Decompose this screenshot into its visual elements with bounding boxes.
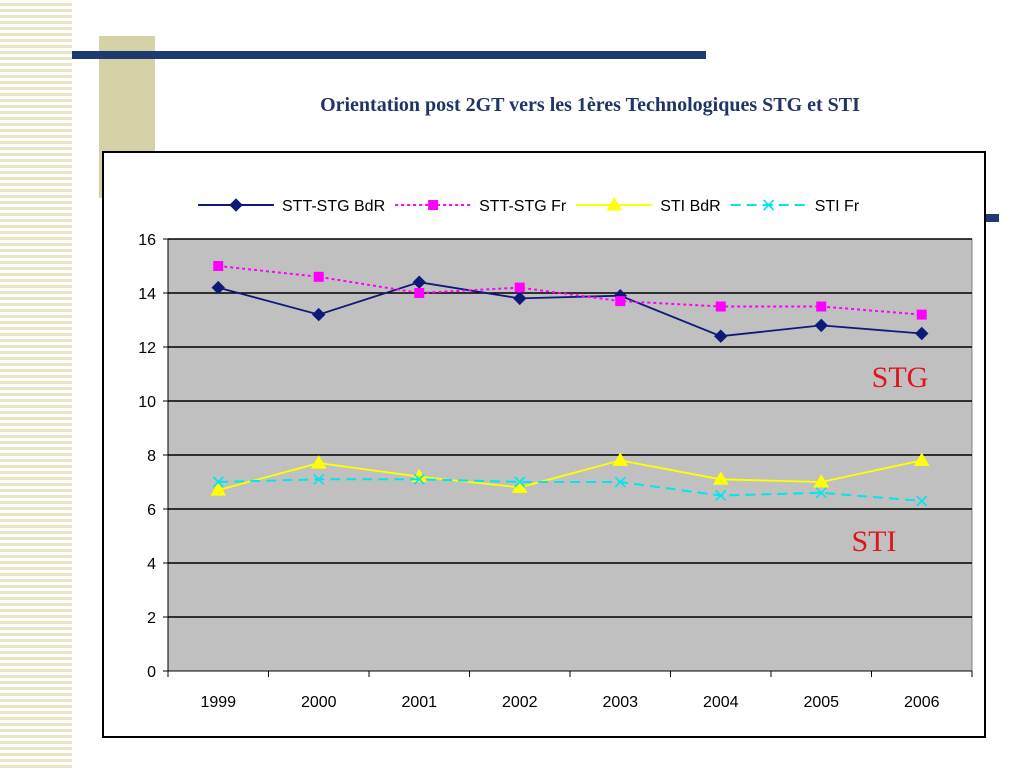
series-3-point-stroke xyxy=(715,489,727,502)
series-2-point xyxy=(612,452,629,466)
line-chart: 0 2 4 6 8 10 12 14 16 1999 2000 2001 2002 2003 2004 200… xyxy=(138,197,973,711)
legend-marker xyxy=(229,198,243,212)
series-3-point xyxy=(212,476,224,488)
x-tick-label: 2005 xyxy=(803,694,839,711)
series-1-point xyxy=(615,296,626,307)
legend-marker-stroke xyxy=(763,199,775,211)
x-tick-label: 2000 xyxy=(301,694,337,711)
series-3-point xyxy=(815,487,827,499)
x-tick-label: 2001 xyxy=(401,694,437,711)
series-3-point xyxy=(916,495,928,507)
y-tick-label: 8 xyxy=(147,448,156,465)
x-tick-label: 2004 xyxy=(703,694,739,711)
series-3-point xyxy=(514,476,526,488)
legend-label: STI Fr xyxy=(815,198,860,215)
series-3-point-stroke xyxy=(413,473,425,485)
legend-label: STT-STG BdR xyxy=(282,198,385,215)
legend-marker xyxy=(428,200,439,210)
legend-entry-3: STI Fr xyxy=(730,198,860,215)
series-2-point xyxy=(210,482,227,496)
series-line-1 xyxy=(218,265,922,316)
y-tick-label: 14 xyxy=(138,286,156,303)
series-line-2 xyxy=(218,459,922,491)
series-2-point xyxy=(913,452,930,466)
chart-frame: 0 2 4 6 8 10 12 14 16 1999 2000 2001 2002 2003 2004 200… xyxy=(102,151,986,738)
series-3-point-stroke xyxy=(916,495,928,507)
series-0-point xyxy=(915,326,929,341)
y-tick-label: 0 xyxy=(147,664,156,681)
series-1-point xyxy=(213,261,224,271)
legend-label: STI BdR xyxy=(660,198,720,215)
series-2-point xyxy=(813,474,830,488)
series-3-point xyxy=(413,473,425,485)
y-tick-label: 4 xyxy=(147,556,156,573)
slide-title: Orientation post 2GT vers les 1ères Tech… xyxy=(320,94,860,116)
series-1-point xyxy=(715,301,726,312)
series-2-point xyxy=(712,471,729,485)
x-tick-label: 2002 xyxy=(502,694,538,711)
plot-layer: 0 2 4 6 8 10 12 14 16 1999 2000 2001 2002 2003 2004 200… xyxy=(138,232,973,711)
series-3-point-stroke xyxy=(514,476,526,488)
x-tick-label: 2003 xyxy=(602,694,638,711)
y-tick-label: 10 xyxy=(138,394,156,411)
series-3-point-stroke xyxy=(815,487,827,499)
y-tick-label: 2 xyxy=(147,610,156,627)
legend-entry-0: STT-STG BdR xyxy=(198,198,385,215)
series-0-point xyxy=(714,329,728,343)
legend-entry-2: STI BdR xyxy=(576,197,721,215)
series-3-point-stroke xyxy=(212,476,224,488)
series-0-point xyxy=(513,291,527,306)
annotation-sti: STI xyxy=(852,525,897,558)
series-0-point xyxy=(211,280,225,295)
series-line-0 xyxy=(218,281,922,338)
y-tick-label: 16 xyxy=(138,232,156,249)
legend-marker xyxy=(763,199,775,211)
series-1-point xyxy=(514,282,525,293)
series-3-point xyxy=(313,473,325,485)
y-tick-label: 6 xyxy=(147,502,156,519)
legend-marker xyxy=(606,197,623,211)
series-1-point xyxy=(414,288,425,298)
legend-entry-1: STT-STG Fr xyxy=(395,198,567,215)
series-3-point xyxy=(715,489,727,502)
striped-margin-decoration xyxy=(0,0,72,768)
series-1-point xyxy=(816,301,827,312)
series-3-point xyxy=(614,476,626,488)
series-0-point xyxy=(814,318,828,333)
series-line-3 xyxy=(218,478,922,502)
navy-accent-bar xyxy=(72,51,706,59)
legend: STT-STG BdR STT-STG Fr STI BdR STI Fr xyxy=(198,197,860,215)
x-tick-label: 1999 xyxy=(200,694,236,711)
series-3-point-stroke xyxy=(313,473,325,485)
series-0-point xyxy=(312,307,326,322)
navy-accent-square xyxy=(985,214,999,222)
series-2-point xyxy=(310,455,327,469)
series-1-point xyxy=(916,309,927,320)
y-tick-label: 12 xyxy=(138,340,156,357)
series-1-point xyxy=(313,271,324,282)
annotation-stg: STG xyxy=(872,361,929,394)
series-3-point-stroke xyxy=(614,476,626,488)
x-tick-label: 2006 xyxy=(904,694,940,711)
legend-label: STT-STG Fr xyxy=(479,198,567,215)
